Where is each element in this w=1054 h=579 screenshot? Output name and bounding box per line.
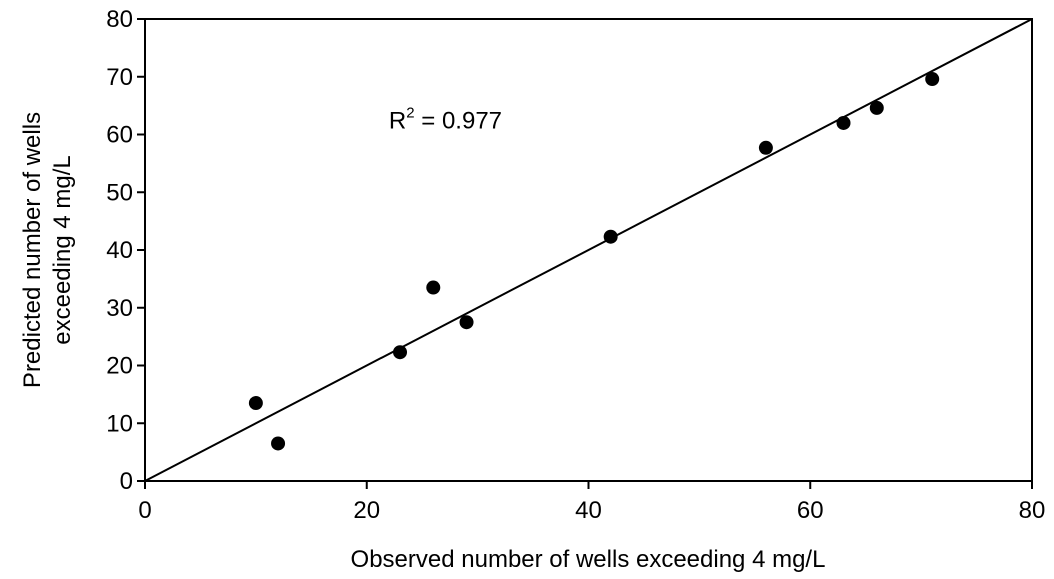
data-point — [758, 140, 773, 155]
r-squared-base: R — [389, 108, 406, 135]
y-tick-label: 40 — [106, 237, 133, 264]
fit-line-group — [144, 18, 1033, 482]
data-point — [248, 396, 263, 411]
r-squared-superscript: 2 — [406, 105, 414, 122]
y-tick-label: 20 — [106, 353, 133, 380]
x-tick-label: 0 — [138, 497, 151, 524]
x-tick-label: 20 — [353, 497, 380, 524]
y-tick-label: 10 — [106, 410, 133, 437]
fit-line — [144, 18, 1033, 482]
data-point — [459, 315, 474, 330]
y-tick-label: 70 — [106, 64, 133, 91]
y-tick-label: 50 — [106, 179, 133, 206]
axis-ticks — [137, 18, 1033, 489]
y-tick-label: 0 — [120, 468, 133, 495]
x-tick-label: 60 — [797, 497, 824, 524]
x-tick-label: 80 — [1019, 497, 1046, 524]
data-point — [836, 115, 851, 130]
y-tick-label: 80 — [106, 6, 133, 33]
data-points — [248, 72, 940, 451]
data-point — [603, 229, 618, 244]
x-axis-title: Observed number of wells exceeding 4 mg/… — [351, 546, 826, 573]
y-axis-title: Predicted number of wells exceeding 4 mg… — [19, 112, 76, 388]
y-tick-label: 30 — [106, 295, 133, 322]
y-axis-title-line-2: exceeding 4 mg/L — [49, 155, 76, 344]
data-point — [426, 280, 441, 295]
data-point — [869, 100, 884, 115]
data-point — [925, 72, 940, 87]
r-squared-value: = 0.977 — [415, 108, 502, 135]
r-squared-annotation: R2 = 0.977 — [389, 105, 502, 135]
y-axis-title-line-1: Predicted number of wells — [19, 112, 46, 388]
x-tick-label: 40 — [575, 497, 602, 524]
tick-labels: 0 10 20 30 40 50 60 70 80 0 20 40 60 80 — [106, 6, 1045, 524]
y-tick-label: 60 — [106, 122, 133, 149]
data-point — [271, 436, 286, 451]
data-point — [393, 345, 408, 360]
